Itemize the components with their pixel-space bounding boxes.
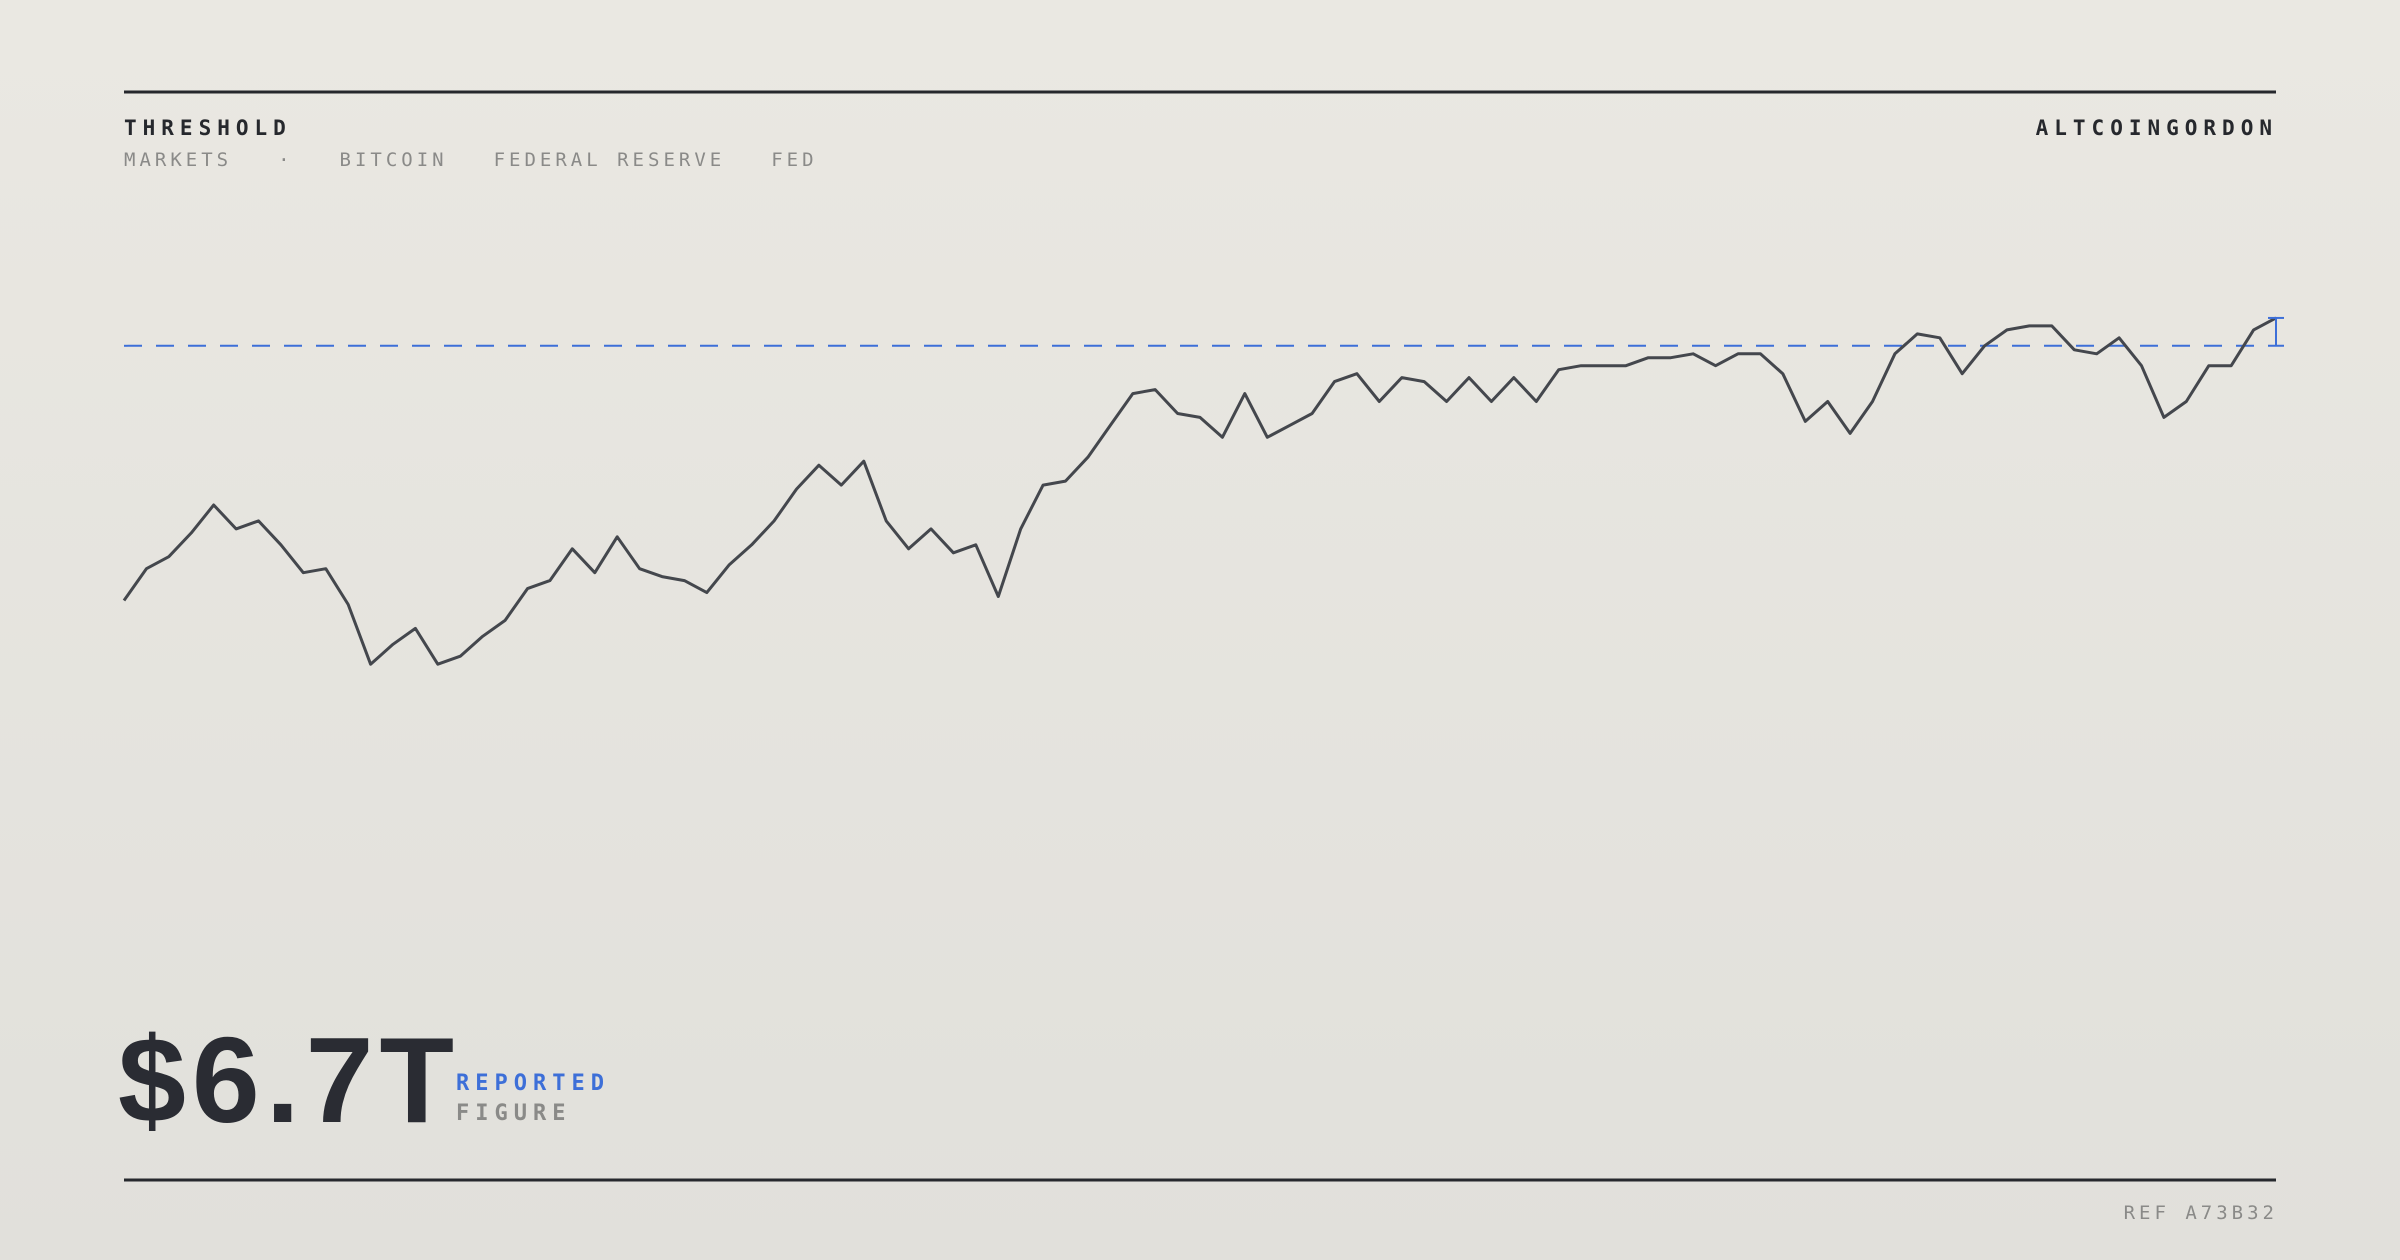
title: THRESHOLD: [124, 116, 292, 140]
price-line: [122, 316, 2277, 666]
tag: FED: [771, 149, 817, 171]
figure-value: $6.7T: [118, 1012, 460, 1148]
tag: MARKETS: [124, 149, 232, 171]
reference: REF A73B32: [2124, 1202, 2278, 1224]
tag: ·: [278, 149, 293, 171]
figure-sublabel: FIGURE: [456, 1101, 571, 1126]
tag: BITCOIN: [340, 149, 448, 171]
tag: FEDERAL RESERVE: [494, 149, 726, 171]
figure-label: REPORTED: [456, 1071, 610, 1096]
author: ALTCOINGORDON: [2036, 116, 2278, 140]
